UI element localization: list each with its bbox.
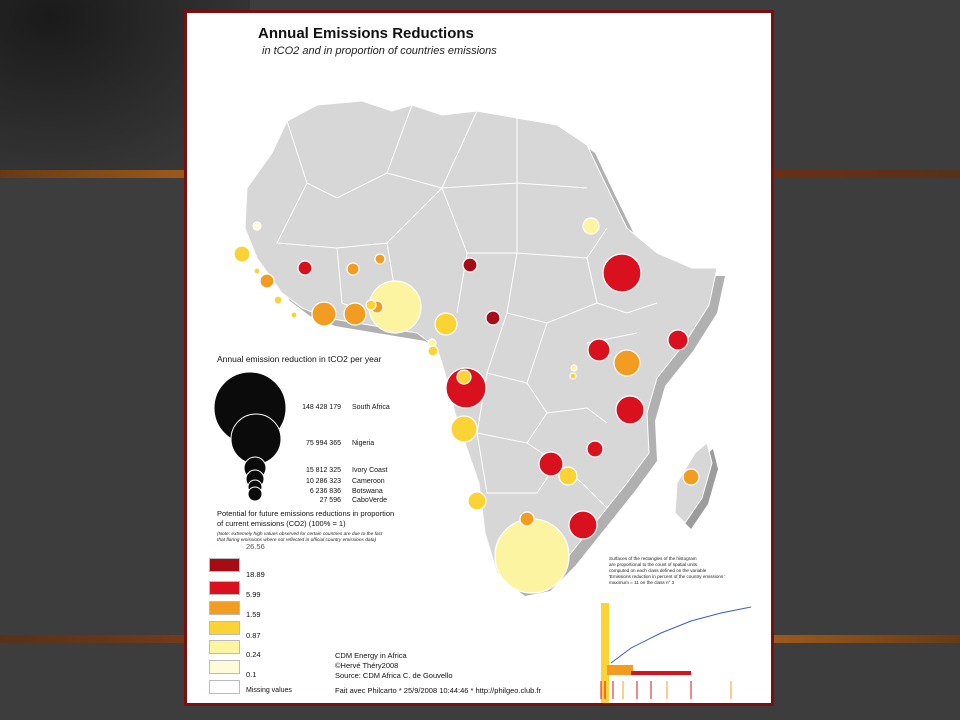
color-legend-note: (Note: extremely high values observed fo… [217,532,457,544]
symbol-mozambique [568,510,598,540]
symbol-niger [374,253,386,265]
class-swatch [209,621,240,635]
symbol-uganda [587,338,611,362]
class-swatch [209,558,240,572]
symbol-gabon [456,369,472,385]
symbol-angola [445,367,487,409]
histogram-caption-line: 'Emissions reduction in percent of the c… [609,574,726,579]
symbol-congo [450,415,478,443]
size-legend-label: South Africa [352,404,390,411]
symbol-ivory-coast [343,302,367,326]
symbol-mali [297,260,313,276]
size-legend-label: Botswana [352,488,383,495]
size-legend-circles [213,371,287,502]
symbol-chad [462,257,478,273]
class-label: 0.24 [246,650,261,659]
class-label: 1.59 [246,610,261,619]
symbol-car [485,310,501,326]
credits: CDM Energy in Africa ©Hervé Théry2008 So… [335,651,453,681]
histogram-caption-line: computed on each class defined on the va… [609,568,707,573]
histogram [600,603,752,703]
symbol-madagascar [682,468,700,486]
symbol-somalia [667,329,689,351]
symbol-sudan [582,217,600,235]
emission-symbols [233,217,700,594]
symbol-sierra-leone [273,295,283,305]
size-legend-label: Nigeria [352,440,375,447]
color-legend-title-line: Potential for future emissions reduction… [217,509,395,518]
note-line: that flaring emissions where not reflect… [217,538,377,543]
class-swatch [209,660,240,674]
symbol-ghana [311,301,337,327]
class-swatch [209,581,240,595]
color-legend-title-line: of current emissions (CO2) (100% = 1) [217,519,346,528]
symbol-guinea [259,273,275,289]
symbol-ethiopia [613,349,641,377]
class-swatch [209,640,240,654]
size-legend-value: 75 994 365 [305,440,341,447]
symbol-botswana [519,511,535,527]
size-legend-value: 6 236 836 [309,488,341,495]
histogram-caption-line: maximum = 11 on the class n° 3 [609,580,675,585]
map-panel: Annual Emissions Reductions in tCO2 and … [184,10,774,706]
class-swatch [209,601,240,615]
size-legend-value: 15 812 325 [305,467,341,474]
symbol-malawi [558,466,578,486]
size-legend-value: 27 596 [319,497,341,504]
credit-line: ©Hervé Théry2008 [335,661,399,670]
africa-map [213,100,752,703]
class-swatch-missing [209,680,240,694]
size-legend-label: Ivory Coast [352,467,388,474]
color-legend-title: Potential for future emissions reduction… [217,509,457,529]
histogram-caption-line: Surfaces of the rectangles of the histog… [609,556,697,561]
credit-line: CDM Energy in Africa [335,651,407,660]
size-legend-value: 148 428 179 [302,404,341,411]
symbol-zambia [538,451,564,477]
symbol-gambia [253,267,261,275]
size-legend-label: Cameroon [352,478,385,485]
symbol-benin [365,299,377,311]
made-with-line: Fait avec Philcarto * 25/9/2008 10:44:46… [335,686,541,695]
histogram-caption: Surfaces of the rectangles of the histog… [609,556,769,586]
size-legend-value: 10 286 323 [305,478,341,485]
symbol-rwanda [570,364,578,372]
symbol-burundi [569,372,577,380]
note-line: (Note: extremely high values observed fo… [217,532,383,537]
symbol-egypt [602,253,642,293]
histogram-caption-line: are proportional to the count of spatial… [609,562,698,567]
symbol-sao-tome [427,345,439,357]
map-title: Annual Emissions Reductions [258,25,474,42]
symbol-liberia [290,311,298,319]
symbol-south-africa [494,518,570,594]
class-label: 0.87 [246,631,261,640]
credit-line: Source: CDM Africa C. de Gouvello [335,671,453,680]
symbol-tanzania [586,440,604,458]
symbol-kenya [615,395,645,425]
class-label: 5.99 [246,590,261,599]
size-legend-title: Annual emission reduction in tCO2 per ye… [217,354,382,364]
map-subtitle: in tCO2 and in proportion of countries e… [262,45,497,57]
missing-values-label: Missing values [246,687,292,694]
symbol-namibia [467,491,487,511]
class-label: 0.1 [246,670,257,679]
class-label: 26.56 [246,542,265,551]
class-label: 18.89 [246,570,265,579]
symbol-mauritania [252,221,262,231]
symbol-cameroon [434,312,458,336]
size-legend-label: CaboVerde [352,497,388,504]
symbol-senegal [233,245,251,263]
symbol-burkina [346,262,360,276]
